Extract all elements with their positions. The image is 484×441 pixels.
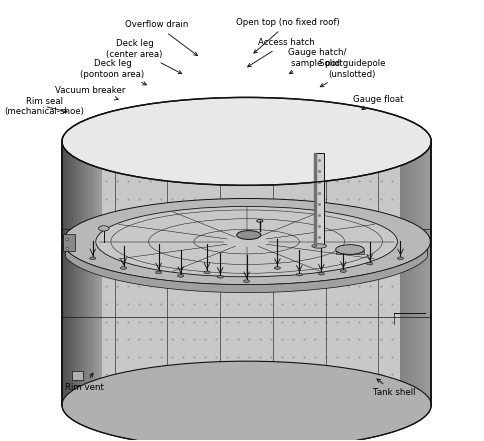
Polygon shape [86, 142, 88, 405]
Polygon shape [97, 142, 99, 405]
Ellipse shape [311, 244, 326, 248]
Polygon shape [424, 142, 425, 405]
Polygon shape [62, 142, 64, 405]
Text: Open top (no fixed roof): Open top (no fixed roof) [236, 18, 340, 53]
Text: Solid guidepole
(unslotted): Solid guidepole (unslotted) [318, 59, 385, 87]
Polygon shape [413, 142, 415, 405]
Polygon shape [99, 142, 101, 405]
Ellipse shape [63, 198, 429, 285]
Polygon shape [422, 142, 424, 405]
Ellipse shape [62, 97, 430, 185]
Ellipse shape [120, 267, 126, 269]
Polygon shape [77, 142, 79, 405]
Text: Gauge hatch/
sample port: Gauge hatch/ sample port [287, 48, 346, 74]
Polygon shape [88, 142, 91, 405]
Ellipse shape [318, 273, 324, 275]
Polygon shape [415, 142, 417, 405]
Polygon shape [411, 142, 413, 405]
Ellipse shape [396, 257, 403, 260]
Ellipse shape [204, 271, 210, 274]
Polygon shape [84, 142, 86, 405]
Ellipse shape [177, 275, 183, 277]
Text: Tank shell: Tank shell [372, 379, 414, 397]
Ellipse shape [90, 257, 96, 260]
Ellipse shape [366, 262, 372, 265]
Text: Rim vent: Rim vent [64, 373, 103, 392]
Polygon shape [68, 142, 71, 405]
Text: Gauge float: Gauge float [352, 95, 403, 109]
Ellipse shape [155, 271, 162, 274]
Bar [63, 234, 75, 251]
Polygon shape [410, 142, 411, 405]
Ellipse shape [65, 247, 69, 249]
Ellipse shape [296, 273, 302, 276]
Polygon shape [79, 142, 82, 405]
Ellipse shape [62, 361, 430, 441]
Polygon shape [425, 142, 427, 405]
Text: Access hatch: Access hatch [247, 38, 314, 67]
Polygon shape [62, 142, 430, 405]
Polygon shape [405, 142, 407, 405]
Polygon shape [400, 142, 401, 405]
Polygon shape [82, 142, 84, 405]
Polygon shape [420, 142, 422, 405]
Polygon shape [427, 142, 429, 405]
Polygon shape [95, 142, 97, 405]
Polygon shape [91, 142, 92, 405]
Text: Vacuum breaker: Vacuum breaker [55, 86, 125, 100]
Ellipse shape [335, 245, 363, 254]
Polygon shape [429, 142, 430, 405]
Text: Deck leg
(pontoon area): Deck leg (pontoon area) [80, 59, 146, 85]
Polygon shape [65, 249, 427, 292]
Ellipse shape [65, 238, 69, 240]
Polygon shape [408, 142, 410, 405]
Polygon shape [92, 142, 95, 405]
Polygon shape [66, 142, 68, 405]
Polygon shape [335, 250, 363, 254]
Ellipse shape [96, 234, 396, 276]
Ellipse shape [98, 226, 109, 231]
Polygon shape [314, 153, 323, 246]
Polygon shape [417, 142, 418, 405]
Ellipse shape [96, 206, 396, 277]
Polygon shape [64, 142, 66, 405]
Polygon shape [73, 142, 75, 405]
Polygon shape [407, 142, 408, 405]
Text: Deck leg
(center area): Deck leg (center area) [106, 39, 182, 74]
Text: Overflow drain: Overflow drain [124, 20, 197, 56]
Polygon shape [403, 142, 405, 405]
Ellipse shape [217, 276, 223, 278]
Polygon shape [75, 142, 77, 405]
Polygon shape [71, 142, 73, 405]
Ellipse shape [236, 231, 260, 239]
Ellipse shape [274, 267, 280, 269]
Bar [72, 371, 82, 380]
Text: Rim seal
(mechanical-shoe): Rim seal (mechanical-shoe) [4, 97, 84, 116]
Polygon shape [418, 142, 420, 405]
Ellipse shape [340, 270, 346, 273]
Polygon shape [401, 142, 403, 405]
Ellipse shape [243, 280, 249, 283]
